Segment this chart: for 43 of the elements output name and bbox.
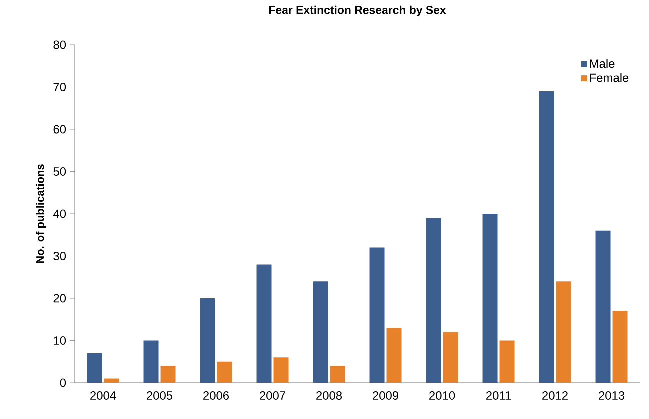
- bar: [144, 340, 159, 383]
- x-tick-label: 2013: [599, 392, 625, 400]
- bar: [596, 230, 611, 383]
- bar: [443, 332, 458, 383]
- y-tick-label: 80: [54, 40, 66, 50]
- bar: [217, 362, 232, 383]
- y-tick-label: 10: [54, 336, 66, 345]
- x-tick-label: 2011: [486, 392, 512, 400]
- x-tick-label: 2005: [147, 392, 173, 400]
- bar: [539, 91, 554, 383]
- y-tick-label: 20: [54, 294, 66, 303]
- bar: [256, 264, 272, 383]
- legend-label: Male: [590, 59, 615, 68]
- bar: [386, 328, 402, 383]
- x-tick-label: 2007: [260, 392, 286, 400]
- bar: [426, 218, 442, 383]
- y-tick-label: 60: [54, 125, 66, 134]
- y-tick-label: 0: [60, 378, 66, 388]
- bar: [482, 214, 498, 383]
- y-tick-label: 70: [54, 83, 66, 92]
- bar: [274, 358, 289, 383]
- bar: [370, 248, 385, 383]
- bar: [313, 282, 328, 383]
- bar: [330, 366, 346, 383]
- x-tick-label: 2008: [316, 392, 342, 400]
- x-tick-label: 2004: [90, 392, 116, 400]
- x-tick-label: 2010: [430, 392, 456, 400]
- bar: [160, 366, 176, 383]
- y-tick-label: 30: [54, 252, 66, 260]
- bar: [87, 353, 102, 383]
- x-tick-label: 2009: [373, 392, 398, 400]
- bar: [612, 311, 628, 383]
- chart-title: Fear Extinction Research by Sex: [269, 6, 446, 17]
- y-tick-label: 40: [53, 210, 66, 218]
- x-tick-label: 2012: [542, 392, 568, 400]
- bar: [200, 298, 216, 383]
- y-tick-label: 50: [54, 168, 66, 176]
- y-axis-title: No. of publications: [36, 164, 46, 264]
- x-tick-label: 2006: [204, 392, 230, 400]
- legend-label: Female: [590, 73, 629, 82]
- bar: [500, 340, 515, 383]
- bar: [556, 282, 572, 383]
- bar: [104, 378, 120, 383]
